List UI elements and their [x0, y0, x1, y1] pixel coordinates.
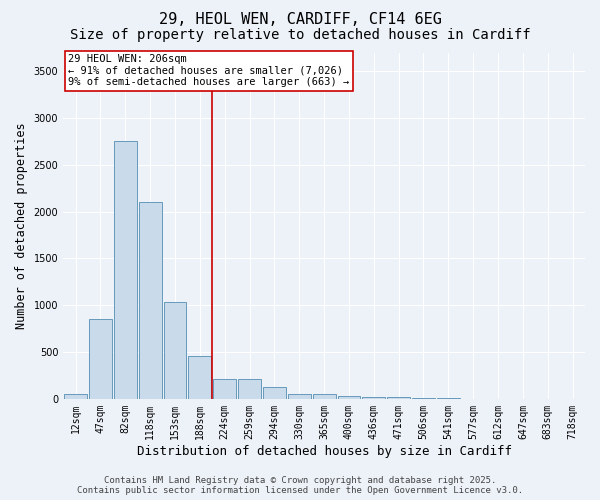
- Text: 29 HEOL WEN: 206sqm
← 91% of detached houses are smaller (7,026)
9% of semi-deta: 29 HEOL WEN: 206sqm ← 91% of detached ho…: [68, 54, 350, 88]
- Bar: [64, 394, 87, 399]
- Bar: [288, 394, 311, 399]
- Bar: [263, 386, 286, 399]
- Bar: [114, 142, 137, 399]
- Bar: [313, 394, 335, 399]
- Text: Contains HM Land Registry data © Crown copyright and database right 2025.
Contai: Contains HM Land Registry data © Crown c…: [77, 476, 523, 495]
- Bar: [362, 398, 385, 399]
- Bar: [89, 320, 112, 399]
- Bar: [188, 356, 211, 399]
- Bar: [387, 398, 410, 399]
- Text: Size of property relative to detached houses in Cardiff: Size of property relative to detached ho…: [70, 28, 530, 42]
- Bar: [412, 398, 435, 399]
- X-axis label: Distribution of detached houses by size in Cardiff: Distribution of detached houses by size …: [137, 444, 512, 458]
- Text: 29, HEOL WEN, CARDIFF, CF14 6EG: 29, HEOL WEN, CARDIFF, CF14 6EG: [158, 12, 442, 28]
- Bar: [213, 378, 236, 399]
- Bar: [164, 302, 187, 399]
- Bar: [139, 202, 161, 399]
- Bar: [238, 378, 261, 399]
- Y-axis label: Number of detached properties: Number of detached properties: [15, 122, 28, 329]
- Bar: [338, 396, 361, 399]
